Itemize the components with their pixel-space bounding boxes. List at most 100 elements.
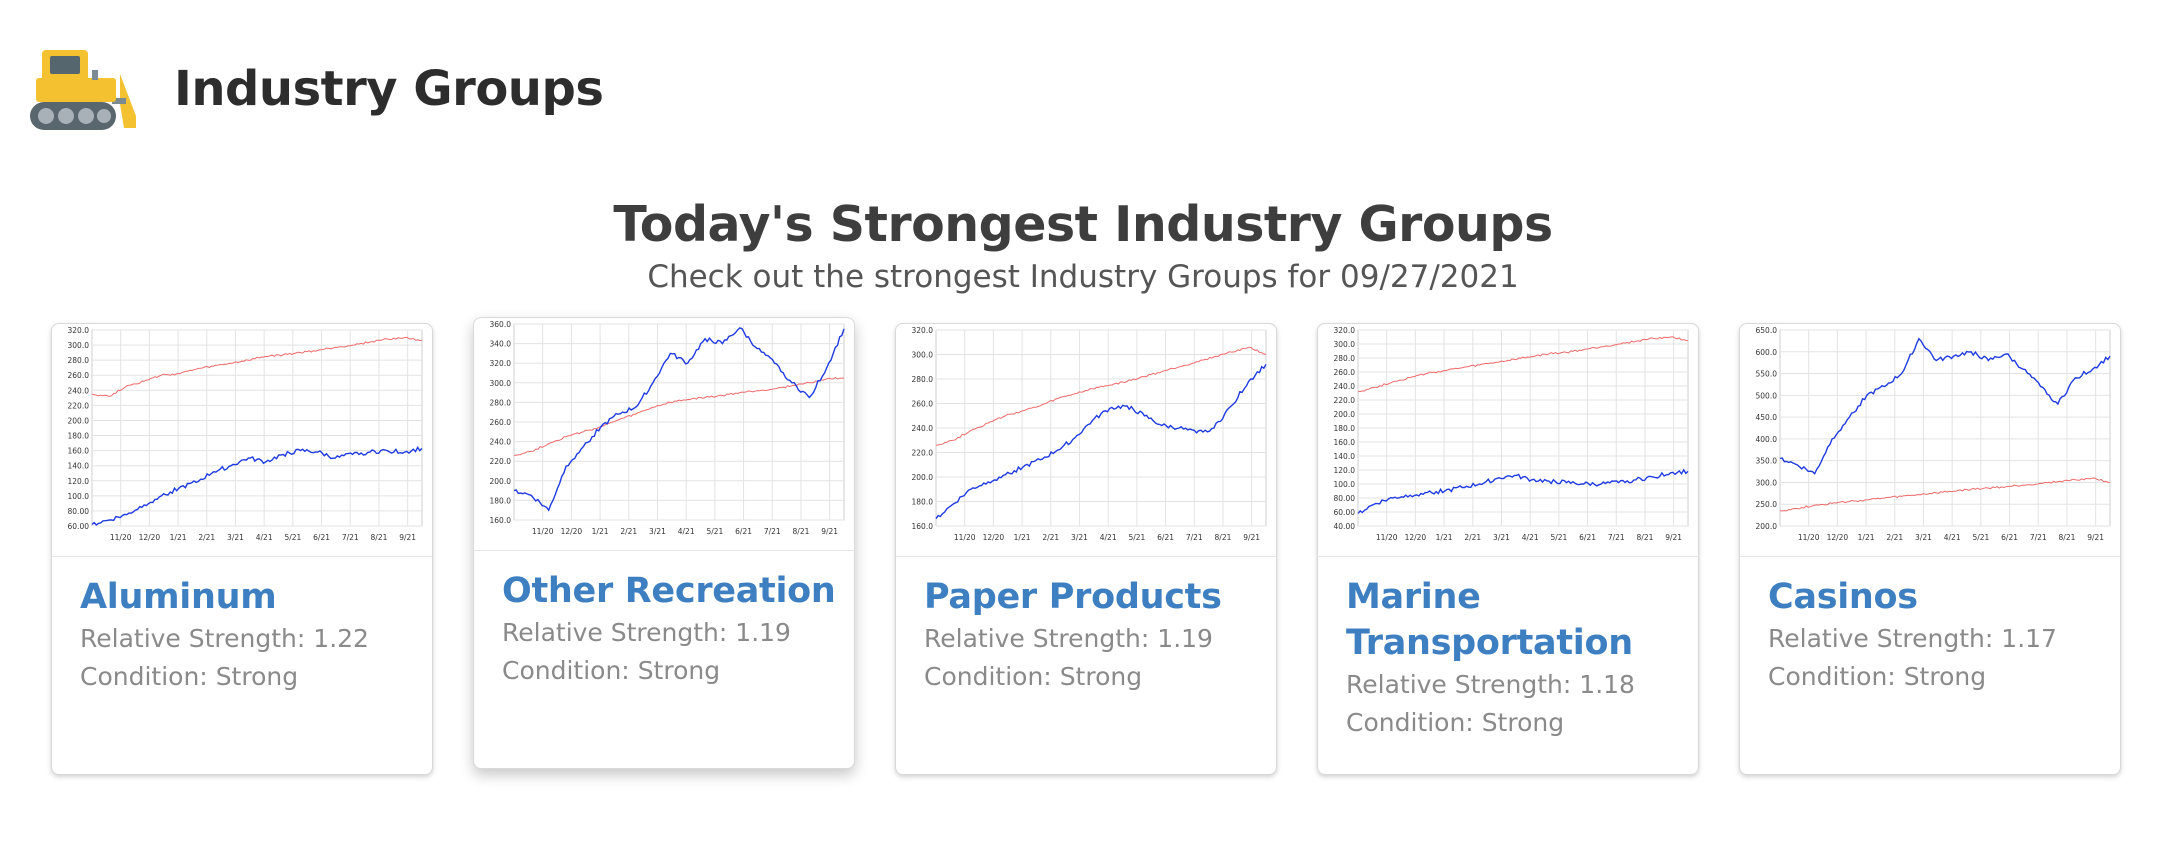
chart: 160.0 180.0 200.0 220.0 240.0 260.0 280.0 300.0… (474, 318, 854, 551)
industry-name[interactable]: Other Recreation (502, 571, 836, 611)
series-line (1779, 477, 2111, 512)
y-tick-label: 260.0 (490, 418, 512, 427)
y-tick-label: 250.0 (1756, 500, 1778, 509)
y-tick-label: 300.0 (490, 379, 512, 388)
relative-strength-label: Relative Strength: (1768, 624, 1994, 653)
industry-name[interactable]: Marine Transportation (1346, 577, 1633, 663)
condition-label: Condition: (80, 662, 208, 691)
x-tick-label: 11/20 (110, 533, 132, 542)
y-tick-label: 160.0 (68, 447, 90, 456)
x-tick-label: 2/21 (1464, 533, 1481, 542)
price-chart: 160.0 180.0 200.0 220.0 240.0 260.0 280.0 300.0… (912, 326, 1267, 542)
y-tick-label: 200.0 (490, 477, 512, 486)
x-tick-label: 11/20 (954, 533, 976, 542)
y-tick-label: 80.00 (1334, 494, 1356, 503)
condition-value: Strong (1481, 708, 1565, 737)
relative-strength: Relative Strength: 1.19 (924, 620, 1262, 658)
x-tick-label: 8/21 (1637, 533, 1654, 542)
x-tick-label: 3/21 (1915, 533, 1932, 542)
relative-strength-value: 1.17 (2001, 624, 2057, 653)
condition: Condition: Strong (924, 658, 1262, 696)
y-tick-label: 180.0 (68, 432, 90, 441)
condition-label: Condition: (924, 662, 1052, 691)
x-tick-label: 6/21 (1579, 533, 1596, 542)
x-tick-label: 3/21 (227, 533, 244, 542)
section-subtitle: Check out the strongest Industry Groups … (647, 259, 1519, 295)
condition: Condition: Strong (1346, 704, 1684, 742)
y-tick-label: 650.0 (1756, 326, 1778, 335)
x-tick-label: 5/21 (1128, 533, 1145, 542)
y-tick-label: 300.0 (1756, 478, 1778, 487)
chart: 200.0 250.0 300.0 350.0 400.0 450.0 500.0 550.0… (1740, 324, 2120, 557)
series-line (91, 446, 423, 526)
x-tick-label: 7/21 (1608, 533, 1625, 542)
y-tick-label: 200.0 (68, 416, 90, 425)
industry-card-paper-products[interactable]: 160.0 180.0 200.0 220.0 240.0 260.0 280.0 300.0… (895, 323, 1277, 775)
x-tick-label: 9/21 (1243, 533, 1260, 542)
x-tick-label: 8/21 (2059, 533, 2076, 542)
series-line (513, 327, 845, 512)
industry-name[interactable]: Aluminum (80, 577, 277, 617)
y-tick-label: 140.0 (68, 462, 90, 471)
industry-card-casinos[interactable]: 200.0 250.0 300.0 350.0 400.0 450.0 500.0 550.0… (1739, 323, 2121, 775)
condition: Condition: Strong (502, 652, 840, 690)
bulldozer-icon (30, 50, 136, 130)
price-chart: 160.0 180.0 200.0 220.0 240.0 260.0 280.0 300.0… (490, 320, 845, 536)
y-tick-label: 100.0 (68, 492, 90, 501)
plot-area (1779, 329, 2111, 527)
y-tick-label: 220.0 (912, 449, 934, 458)
condition-value: Strong (1059, 662, 1143, 691)
x-tick-label: 7/21 (2030, 533, 2047, 542)
x-tick-label: 9/21 (2087, 533, 2104, 542)
x-tick-label: 9/21 (1665, 533, 1682, 542)
section-title: Today's Strongest Industry Groups (613, 196, 1553, 253)
x-tick-label: 11/20 (532, 527, 554, 536)
y-tick-label: 360.0 (490, 320, 512, 329)
condition: Condition: Strong (80, 658, 418, 696)
y-tick-label: 320.0 (1334, 326, 1356, 335)
x-tick-label: 5/21 (1972, 533, 1989, 542)
series-line (1357, 468, 1689, 514)
price-chart: 40.00 60.00 80.00 100.0 120.0 140.0 160.0 180.0… (1334, 326, 1689, 542)
condition-label: Condition: (1346, 708, 1474, 737)
y-tick-label: 280.0 (490, 398, 512, 407)
relative-strength-label: Relative Strength: (1346, 670, 1572, 699)
y-tick-label: 260.0 (1334, 368, 1356, 377)
industry-name[interactable]: Casinos (1768, 577, 1918, 617)
y-tick-label: 40.00 (1334, 522, 1356, 531)
x-tick-label: 1/21 (1858, 533, 1875, 542)
relative-strength-label: Relative Strength: (924, 624, 1150, 653)
industry-card-aluminum[interactable]: 60.00 80.00 100.0 120.0 140.0 160.0 180.0 200.0… (51, 323, 433, 775)
y-tick-label: 80.00 (68, 507, 90, 516)
x-tick-label: 4/21 (1944, 533, 1961, 542)
industry-card-marine-transportation[interactable]: 40.00 60.00 80.00 100.0 120.0 140.0 160.0 180.0… (1317, 323, 1699, 775)
relative-strength: Relative Strength: 1.18 (1346, 666, 1684, 704)
price-chart: 60.00 80.00 100.0 120.0 140.0 160.0 180.0 200.0… (68, 326, 423, 542)
x-tick-label: 6/21 (2001, 533, 2018, 542)
x-tick-label: 7/21 (1186, 533, 1203, 542)
y-tick-label: 400.0 (1756, 435, 1778, 444)
x-tick-label: 8/21 (1215, 533, 1232, 542)
x-tick-label: 1/21 (1014, 533, 1031, 542)
relative-strength-label: Relative Strength: (80, 624, 306, 653)
industry-card-other-recreation[interactable]: 160.0 180.0 200.0 220.0 240.0 260.0 280.0 300.0… (473, 317, 855, 769)
y-tick-label: 120.0 (1334, 466, 1356, 475)
x-tick-label: 2/21 (1042, 533, 1059, 542)
x-tick-label: 3/21 (1493, 533, 1510, 542)
y-tick-label: 120.0 (68, 477, 90, 486)
series-line (935, 346, 1267, 446)
y-tick-label: 450.0 (1756, 413, 1778, 422)
series-line (1779, 337, 2111, 475)
industry-name[interactable]: Paper Products (924, 577, 1222, 617)
x-tick-label: 12/20 (1827, 533, 1849, 542)
y-tick-label: 500.0 (1756, 391, 1778, 400)
x-tick-label: 7/21 (342, 533, 359, 542)
y-tick-label: 240.0 (68, 386, 90, 395)
series-line (91, 336, 423, 397)
relative-strength-value: 1.19 (735, 618, 791, 647)
x-tick-label: 9/21 (821, 527, 838, 536)
x-tick-label: 1/21 (1436, 533, 1453, 542)
x-tick-label: 12/20 (1405, 533, 1427, 542)
x-tick-label: 12/20 (983, 533, 1005, 542)
y-tick-label: 220.0 (490, 457, 512, 466)
